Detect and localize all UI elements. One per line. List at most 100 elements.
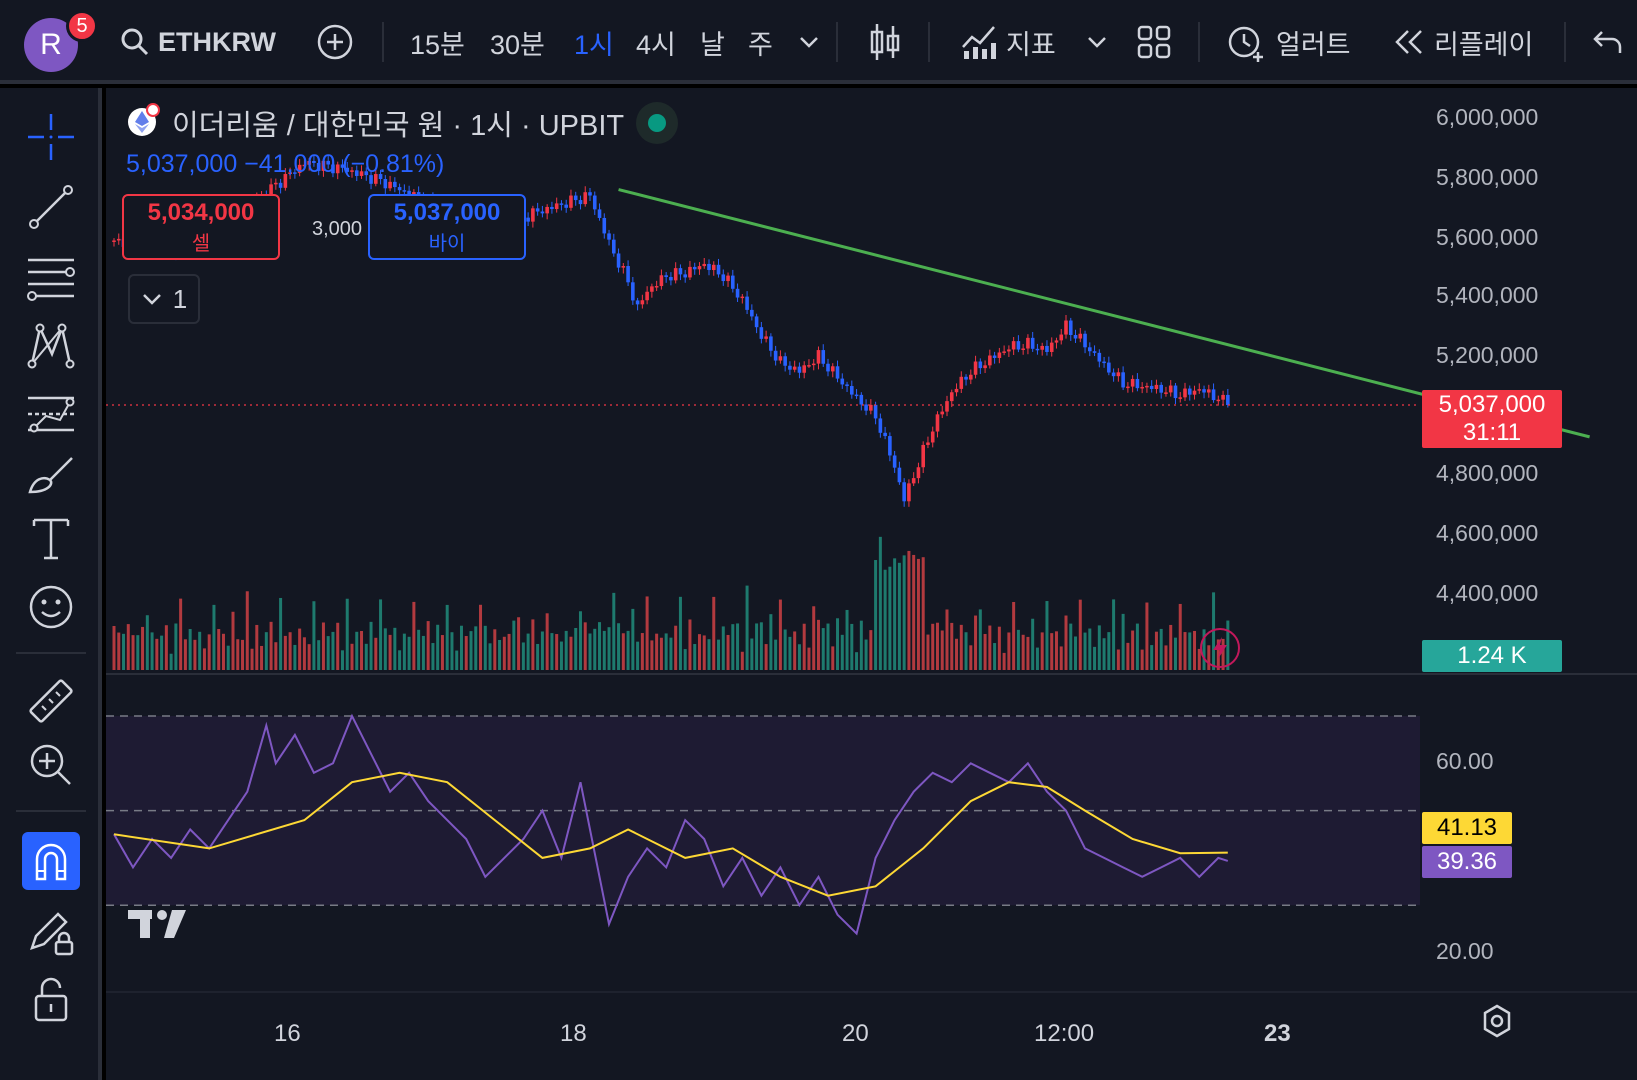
candle-body <box>1078 333 1083 339</box>
time-axis-label: 16 <box>274 1020 301 1047</box>
candle-body <box>307 160 311 165</box>
alert-button[interactable]: 얼러트 <box>1226 20 1351 64</box>
interval-15m[interactable]: 15분 <box>410 29 465 60</box>
crosshair-icon <box>28 114 74 160</box>
interval-day[interactable]: 날 <box>700 29 725 60</box>
interval-30m[interactable]: 30분 <box>490 29 545 60</box>
rsi-ma-line <box>113 771 1228 897</box>
crosshair-tool[interactable] <box>22 108 80 166</box>
indicators-dropdown-button[interactable] <box>1086 20 1108 64</box>
compare-symbol-button[interactable] <box>316 20 354 64</box>
buy-button[interactable]: 5,037,000 바이 <box>368 194 526 260</box>
volume-bar <box>788 636 792 670</box>
undo-button[interactable] <box>1592 20 1622 64</box>
candle-body <box>335 164 340 174</box>
candle-body <box>816 350 821 364</box>
zoom-in-icon <box>30 744 71 785</box>
interval-1h[interactable]: 1시 <box>574 29 614 60</box>
candle-body <box>826 363 830 372</box>
settings-button[interactable] <box>1480 1004 1514 1043</box>
candle-body <box>402 190 407 192</box>
price-axis-label: 4,400,000 <box>1436 580 1539 606</box>
volume-bar <box>117 632 121 670</box>
pattern-tool[interactable] <box>22 316 80 374</box>
candle-body <box>821 350 826 364</box>
candle-body <box>745 296 749 310</box>
legend-collapse-button[interactable]: 1 <box>128 274 200 324</box>
trendline-tool[interactable] <box>22 178 80 236</box>
candle-body <box>397 187 402 191</box>
candle-body <box>735 288 740 298</box>
candle-body <box>973 361 978 375</box>
layout-button[interactable] <box>1136 20 1172 64</box>
volume-bar <box>921 557 925 670</box>
indicators-button[interactable]: 지표 <box>960 20 1056 64</box>
candle-body <box>602 217 607 234</box>
interval-4h[interactable]: 4시 <box>636 29 676 60</box>
candle-body <box>664 275 668 277</box>
volume-bar <box>488 643 492 670</box>
fib-tool[interactable] <box>22 248 80 306</box>
candle-body <box>607 233 611 240</box>
candle-body <box>926 442 930 445</box>
candle-body <box>369 175 373 184</box>
volume-bar <box>812 606 816 670</box>
candle-body <box>792 366 797 370</box>
volume-bar <box>474 626 478 670</box>
volume-bar <box>283 635 287 670</box>
volume-bar <box>740 651 744 670</box>
magnet-tool[interactable] <box>22 832 80 890</box>
volume-bar <box>174 623 178 670</box>
chevron-down-icon <box>800 37 818 48</box>
gear-icon <box>1483 1004 1511 1038</box>
chart-type-button[interactable] <box>868 20 902 64</box>
candle-body <box>1045 345 1049 352</box>
measure-tool[interactable] <box>22 672 80 730</box>
interval-week[interactable]: 주 <box>748 29 773 60</box>
interval-dropdown-button[interactable] <box>798 20 820 64</box>
volume-bar <box>345 598 349 670</box>
emoji-tool[interactable] <box>22 578 80 636</box>
symbol-search-button[interactable]: ETHKRW <box>120 20 276 64</box>
volume-bar <box>198 631 202 670</box>
lock-drawing-tool[interactable] <box>22 904 80 962</box>
volume-bar <box>769 614 773 670</box>
lock-all-tool[interactable] <box>22 970 80 1028</box>
volume-bar <box>1178 603 1182 670</box>
candle-body <box>650 286 654 292</box>
volume-bar <box>1045 601 1049 670</box>
volume-bar <box>736 623 740 670</box>
candle-body <box>697 266 702 270</box>
quick-action-button[interactable] <box>1200 628 1240 668</box>
volume-bar <box>498 639 502 670</box>
volume-bar <box>164 625 168 670</box>
candle-body <box>754 316 759 328</box>
volume-bar <box>688 619 692 670</box>
brush-tool[interactable] <box>22 446 80 504</box>
volume-bar <box>226 645 230 670</box>
text-tool[interactable] <box>22 510 80 568</box>
zoom-tool[interactable] <box>22 736 80 794</box>
sell-button[interactable]: 5,034,000 셀 <box>122 194 280 260</box>
chevron-down-icon <box>142 294 161 305</box>
volume-bar <box>531 619 535 670</box>
volume-bar <box>264 632 268 670</box>
candle-body <box>1088 347 1092 352</box>
candle-body <box>959 376 964 389</box>
candle-body <box>288 172 292 175</box>
market-status-icon[interactable] <box>636 102 678 144</box>
candle-body <box>1126 386 1130 389</box>
chart-area[interactable]: 이더리움 / 대한민국 원 · 1시 · UPBIT 5,037,000 −41… <box>106 88 1637 1080</box>
divider <box>836 22 838 62</box>
volume-bar <box>402 633 406 670</box>
prediction-tool[interactable] <box>22 384 80 442</box>
volume-bar <box>179 598 183 670</box>
candle-body <box>269 184 273 199</box>
symbol-title[interactable]: 이더리움 / 대한민국 원 · 1시 · UPBIT <box>172 110 625 142</box>
bar-countdown: 31:11 <box>1462 419 1522 446</box>
price-axis-label: 4,800,000 <box>1436 460 1539 486</box>
volume-bar <box>621 633 625 670</box>
volume-bar <box>1183 632 1187 670</box>
grid-layout-icon <box>1137 25 1171 59</box>
replay-button[interactable]: 리플레이 <box>1392 20 1533 64</box>
